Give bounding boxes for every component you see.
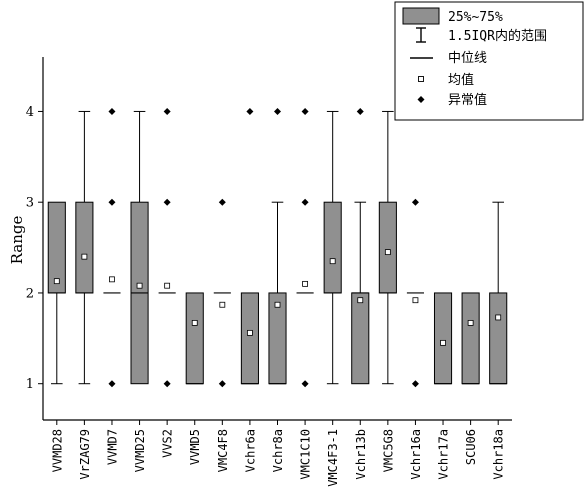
y-tick-label: 2 xyxy=(26,286,34,301)
x-tick-label: VMC1C10 xyxy=(299,429,313,480)
outlier-marker xyxy=(411,198,419,206)
legend-mean-label: 均值 xyxy=(448,72,474,88)
mean-marker xyxy=(329,258,336,265)
mean-marker xyxy=(412,297,419,304)
legend-outlier-label: 异常值 xyxy=(448,92,487,108)
mean-marker xyxy=(81,253,88,260)
outlier-marker xyxy=(274,107,281,115)
x-tick-label: Vchr8a xyxy=(271,429,285,472)
x-tick-label: VMC5G8 xyxy=(381,429,395,472)
box-body xyxy=(378,201,397,294)
y-axis-ticks: 1 2 3 4 xyxy=(26,105,43,392)
box-SCU06 xyxy=(461,292,480,385)
x-tick-label: Vchr6a xyxy=(243,429,257,472)
box-body xyxy=(433,292,453,385)
box-VMC5G8 xyxy=(378,110,397,385)
legend-outlier-swatch xyxy=(417,96,425,103)
box-Vchr8a xyxy=(268,107,287,385)
mean-marker xyxy=(53,278,60,285)
x-tick-label: VVMD25 xyxy=(133,429,147,472)
box-Vchr13b xyxy=(351,107,370,385)
mean-marker xyxy=(247,329,253,336)
x-tick-label: Vchr18a xyxy=(492,429,506,480)
x-axis-ticks: VVMD28 VrZAG79 VVMD7 VVMD25 VVS2 VVMD5 VMC4F8 V… xyxy=(50,420,506,487)
x-tick-label: Vchr17a xyxy=(437,429,451,480)
mean-marker xyxy=(109,276,115,283)
mean-marker xyxy=(219,301,226,308)
mean-marker xyxy=(384,249,391,256)
box-VVMD7 xyxy=(103,107,121,388)
outlier-marker xyxy=(411,380,419,388)
y-tick-label: 4 xyxy=(26,105,34,120)
x-tick-label: VVMD28 xyxy=(50,429,64,472)
box-VVMD5 xyxy=(185,292,204,385)
outlier-marker xyxy=(301,107,309,115)
mean-marker xyxy=(164,282,171,289)
mean-marker xyxy=(440,339,446,346)
box-Vchr16a xyxy=(406,198,424,388)
y-tick-label: 3 xyxy=(26,196,34,211)
mean-marker xyxy=(302,280,308,287)
x-tick-label: VMC4F3-1 xyxy=(326,429,340,487)
outlier-marker xyxy=(108,380,116,388)
y-tick-label: 1 xyxy=(26,377,34,392)
outlier-marker xyxy=(108,198,116,206)
mean-marker xyxy=(495,314,502,321)
mean-marker xyxy=(274,301,281,308)
outlier-marker xyxy=(356,107,364,115)
x-tick-label: VMC4F8 xyxy=(216,429,230,472)
x-tick-label: Vchr16a xyxy=(409,429,423,480)
x-tick-label: SCU06 xyxy=(464,429,478,465)
box-series xyxy=(47,107,508,388)
box-VMC1C10 xyxy=(296,107,314,388)
outlier-marker xyxy=(218,380,226,388)
legend-box-swatch xyxy=(402,7,440,25)
box-VVMD25 xyxy=(130,110,149,385)
outlier-marker xyxy=(163,107,171,115)
box-Vchr17a xyxy=(433,292,453,385)
box-VVS2 xyxy=(158,107,176,388)
mean-marker xyxy=(136,282,143,289)
x-tick-label: VVMD5 xyxy=(188,429,202,465)
outlier-marker xyxy=(301,198,309,206)
box-VMC4F3-1 xyxy=(323,110,342,385)
outlier-marker xyxy=(108,107,116,115)
x-tick-label: Vchr13b xyxy=(354,429,368,480)
outlier-marker xyxy=(218,198,226,206)
x-tick-label: VVMD7 xyxy=(105,429,119,465)
box-body xyxy=(323,201,342,294)
legend-whisker-swatch xyxy=(416,27,426,43)
legend-whisker-label: 1.5IQR内的范围 xyxy=(448,28,547,44)
x-tick-label: VrZAG79 xyxy=(78,429,92,480)
legend-box-label: 25%~75% xyxy=(448,10,503,25)
legend-median-label: 中位线 xyxy=(448,51,487,66)
mean-marker xyxy=(357,297,364,304)
box-body xyxy=(75,201,94,294)
box-body xyxy=(461,292,480,385)
mean-marker xyxy=(467,319,474,326)
box-body xyxy=(240,292,259,385)
box-Vchr18a xyxy=(489,201,508,385)
box-body xyxy=(185,292,204,385)
box-Vchr6a xyxy=(240,107,259,385)
x-tick-label: VVS2 xyxy=(161,429,175,458)
y-axis-label: Range xyxy=(8,216,26,265)
outlier-marker xyxy=(246,107,254,115)
outlier-marker xyxy=(163,198,171,206)
mean-marker xyxy=(191,319,198,326)
outlier-marker xyxy=(163,380,171,388)
box-VVMD28 xyxy=(47,201,66,385)
box-body xyxy=(351,292,370,385)
box-VrZAG79 xyxy=(75,110,94,385)
legend: 25%~75% 1.5IQR内的范围 中位线 均值 异常值 xyxy=(394,1,584,121)
legend-mean-swatch xyxy=(418,76,424,82)
box-body xyxy=(489,292,508,385)
outlier-marker xyxy=(301,380,309,388)
box-VMC4F8 xyxy=(213,198,231,388)
